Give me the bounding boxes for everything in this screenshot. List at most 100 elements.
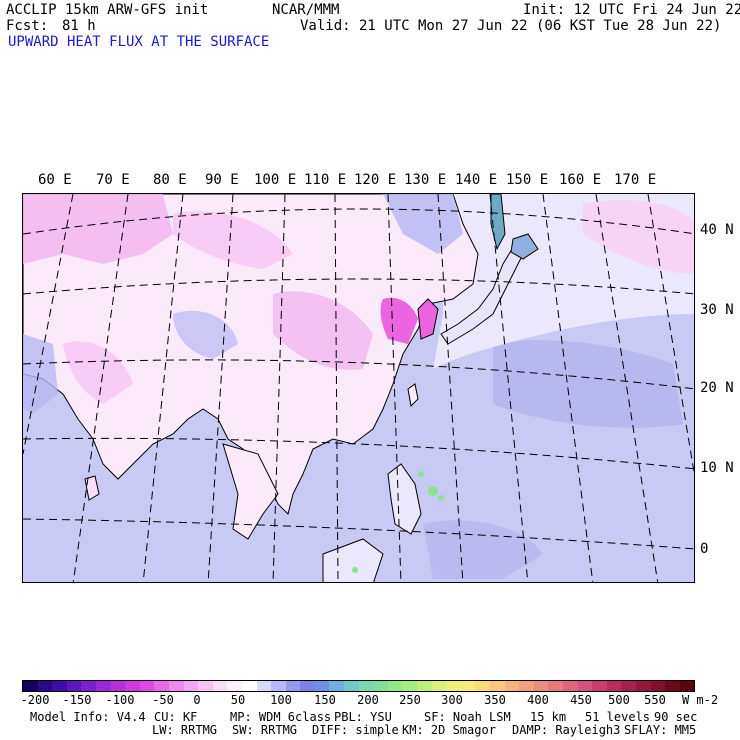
colorbar-segment — [592, 681, 607, 691]
lat-label: 20 N — [700, 380, 734, 396]
forecast-hours: 81 h — [62, 18, 96, 34]
land-taiwan — [407, 383, 419, 408]
model-title: ACCLIP 15km ARW-GFS init — [6, 2, 209, 18]
lat-label: 0 — [700, 541, 709, 557]
footer-cu: CU: KF — [154, 710, 198, 724]
colorbar-segment — [490, 681, 505, 691]
colorbar-segment — [446, 681, 461, 691]
map-canvas — [23, 194, 694, 582]
lon-label: 160 E — [559, 172, 602, 188]
colorbar-segment — [300, 681, 315, 691]
colorbar-tick: 300 — [441, 693, 463, 707]
colorbar-segment — [431, 681, 447, 691]
footer-sw: SW: RRTMG — [232, 723, 298, 737]
colorbar-segment — [198, 681, 213, 691]
colorbar-tick: -200 — [20, 693, 50, 707]
colorbar-segment — [358, 681, 374, 691]
colorbar-tick: 400 — [527, 693, 549, 707]
colorbar-segment — [256, 681, 272, 691]
colorbar-segment — [519, 681, 534, 691]
lat-label: 30 N — [700, 302, 734, 318]
lon-label: 170 E — [614, 172, 657, 188]
lon-label: 120 E — [354, 172, 397, 188]
colorbar-segment — [562, 681, 578, 691]
colorbar-segment — [548, 681, 563, 691]
lon-label: 150 E — [506, 172, 549, 188]
colorbar-segment — [460, 681, 476, 691]
colorbar-segment — [52, 681, 67, 691]
footer-sf: SF: Noah LSM — [424, 710, 511, 724]
footer-lw: LW: RRTMG — [152, 723, 218, 737]
land-srilanka — [84, 475, 100, 501]
ocean-dark-patch — [493, 340, 683, 428]
forecast-label: Fcst: — [6, 18, 49, 34]
colorbar-segment — [665, 681, 680, 691]
colorbar-segment — [285, 681, 301, 691]
colorbar-tick: -50 — [152, 693, 174, 707]
ocean-pale-region — [583, 200, 694, 274]
colorbar-segment — [650, 681, 666, 691]
colorbar-tick: 50 — [230, 693, 246, 707]
land-hokkaido — [510, 233, 539, 260]
colorbar-segment — [314, 681, 330, 691]
land-blue-patch — [23, 334, 58, 414]
footer-sflay: SFLAY: MM5 — [624, 723, 697, 737]
lon-label: 60 E — [38, 172, 72, 188]
colorbar-segment — [387, 681, 403, 691]
colorbar-tick: 0 — [193, 693, 201, 707]
colorbar-tick: -150 — [62, 693, 92, 707]
land-blue-patch — [173, 310, 238, 359]
org-label: NCAR/MMM — [272, 2, 340, 18]
colorbar-segment — [475, 681, 490, 691]
colorbar-tick: -100 — [105, 693, 135, 707]
colorbar-segment — [606, 681, 622, 691]
colorbar-segment — [635, 681, 651, 691]
lon-label: 100 E — [254, 172, 297, 188]
footer-model-info: Model Info: V4.4 — [30, 710, 146, 724]
colorbar-tick: 150 — [314, 693, 336, 707]
land-pink-region — [23, 194, 173, 264]
colorbar-segment — [227, 681, 242, 691]
lon-label: 70 E — [96, 172, 130, 188]
colorbar-tick: 450 — [570, 693, 592, 707]
colorbar-segment — [344, 681, 359, 691]
field-title: UPWARD HEAT FLUX AT THE SURFACE — [8, 34, 270, 50]
lon-label: 110 E — [304, 172, 347, 188]
green-spot — [428, 486, 438, 496]
colorbar-segment — [504, 681, 520, 691]
colorbar — [22, 680, 695, 692]
heat-flux-map — [22, 193, 695, 583]
colorbar-segment — [110, 681, 126, 691]
footer-damp: DAMP: Rayleigh3 — [512, 723, 621, 737]
green-spot — [438, 495, 444, 501]
colorbar-segment — [37, 681, 53, 691]
green-spot — [418, 471, 424, 477]
land-pink-region — [273, 291, 373, 370]
colorbar-segment — [679, 681, 695, 691]
footer-resolution: 15 km — [530, 710, 567, 724]
colorbar-segment — [23, 681, 38, 691]
colorbar-tick: 100 — [270, 693, 292, 707]
colorbar-segment — [241, 681, 257, 691]
green-spot — [352, 567, 358, 573]
lon-label: 80 E — [153, 172, 187, 188]
colorbar-tick: 500 — [608, 693, 630, 707]
lat-label: 10 N — [700, 460, 734, 476]
colorbar-segment — [621, 681, 636, 691]
footer-pbl: PBL: YSU — [334, 710, 392, 724]
colorbar-tick: 250 — [399, 693, 421, 707]
colorbar-segment — [271, 681, 286, 691]
colorbar-segment — [212, 681, 228, 691]
lon-label: 140 E — [455, 172, 498, 188]
footer-diff: DIFF: simple — [312, 723, 399, 737]
colorbar-segment — [95, 681, 111, 691]
colorbar-segment — [402, 681, 418, 691]
valid-time: Valid: 21 UTC Mon 27 Jun 22 (06 KST Tue … — [300, 18, 722, 34]
ocean-dark-patch — [423, 520, 543, 579]
colorbar-segment — [139, 681, 155, 691]
footer-levels: 51 levels — [585, 710, 651, 724]
colorbar-segment — [417, 681, 432, 691]
land-philippines — [387, 463, 422, 535]
graticule — [23, 194, 694, 582]
colorbar-segment — [329, 681, 345, 691]
